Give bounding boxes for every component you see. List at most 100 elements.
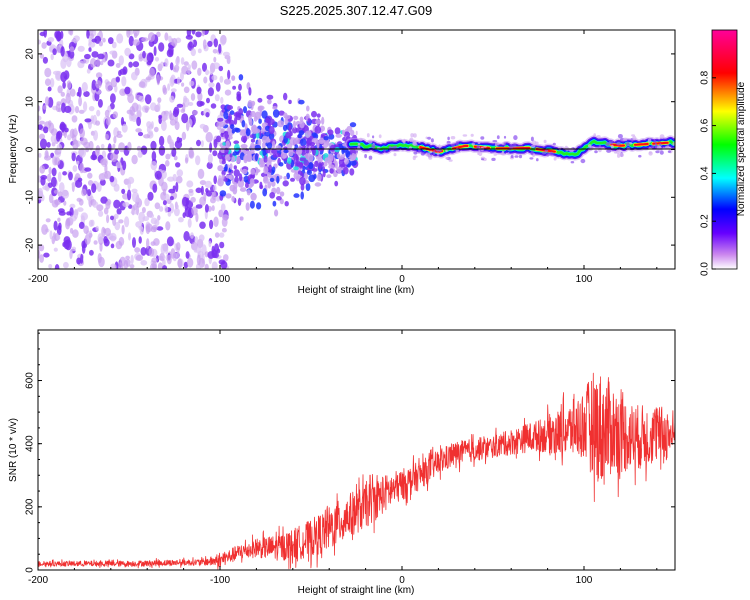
spectrum-noise-blob <box>135 205 139 216</box>
spectrum-speckle <box>632 135 637 141</box>
spectrum-blob <box>314 160 319 167</box>
spectrum-noise-blob <box>129 106 135 116</box>
spectrum-blob <box>271 140 276 149</box>
spectrum-noise-blob <box>174 121 180 131</box>
spectrum-noise-blob <box>107 143 112 153</box>
spectrum-noise-blob <box>97 233 103 244</box>
spectrum-noise-blob <box>65 218 71 230</box>
spectrum-noise-blob <box>50 134 58 144</box>
spectrum-noise-blob <box>169 95 175 103</box>
spectrum-noise-blob <box>218 43 222 54</box>
spectrum-noise-blob <box>145 76 152 81</box>
spectrum-blob <box>329 144 336 152</box>
spectrum-blob <box>217 117 224 122</box>
spectrum-blob <box>249 142 255 151</box>
spectrum-blob <box>257 105 265 111</box>
spectrum-speckle <box>509 145 514 150</box>
spectrum-noise-blob <box>88 106 95 112</box>
spectrum-noise-blob <box>90 219 95 227</box>
spectrum-noise-blob <box>166 254 172 265</box>
spectrum-noise-blob <box>216 248 221 254</box>
spectrum-noise-blob <box>169 76 175 87</box>
spectrum-blob <box>276 196 282 201</box>
spectrum-blob <box>254 153 258 162</box>
spectrum-blob <box>299 120 305 129</box>
spectrum-noise-blob <box>121 224 125 235</box>
snr-y-tick-label: 200 <box>25 498 36 515</box>
spectrum-noise-blob <box>209 142 213 153</box>
spectrum-noise-blob <box>222 51 230 57</box>
spectrum-speckle <box>413 151 418 155</box>
spectrum-speckle <box>569 148 574 153</box>
spectrum-noise-blob <box>94 148 100 156</box>
spectrum-noise-blob <box>144 197 150 207</box>
spectrum-noise-blob <box>190 93 196 101</box>
spectrum-speckle <box>497 142 500 146</box>
spectrum-noise-blob <box>47 37 55 43</box>
spectrum-speckle <box>615 149 621 155</box>
spectrum-noise-blob <box>153 46 157 57</box>
snr-y-tick-label: 400 <box>25 435 36 452</box>
spectrum-noise-blob <box>105 200 111 210</box>
spectrum-blob <box>345 150 351 158</box>
spectrum-noise-blob <box>127 176 135 184</box>
spectrum-blob <box>279 191 285 197</box>
spectrum-speckle <box>552 142 556 146</box>
spectrum-blob <box>272 109 280 118</box>
spectrum-noise-blob <box>129 264 135 269</box>
spectrum-speckle <box>355 130 358 136</box>
spectrum-noise-blob <box>186 180 194 188</box>
spectrum-noise-blob <box>74 106 80 114</box>
spectrum-noise-blob <box>201 30 205 37</box>
spectrum-noise-blob <box>158 135 165 147</box>
spectrum-noise-blob <box>44 150 49 159</box>
spectrum-noise-blob <box>167 83 171 91</box>
spectrogram-marks <box>38 30 675 269</box>
spectrum-blob <box>217 178 225 187</box>
spectrum-noise-blob <box>164 58 169 68</box>
spectrum-noise-blob <box>191 206 198 216</box>
spectrum-speckle <box>368 155 373 160</box>
spectrum-noise-blob <box>58 38 64 49</box>
spectrum-noise-blob <box>140 145 148 155</box>
spectrum-noise-blob <box>176 169 184 177</box>
spectrum-speckle <box>358 137 363 142</box>
spectrogram-y-tick-label: 20 <box>25 48 36 60</box>
spectrum-blob <box>293 115 299 120</box>
spectrum-noise-blob <box>209 219 214 230</box>
spectrum-speckle <box>409 137 414 143</box>
spectrum-blob <box>305 147 310 154</box>
spectrum-noise-blob <box>57 191 63 197</box>
spectrum-noise-blob <box>175 175 183 184</box>
spectrum-noise-blob <box>200 140 204 148</box>
spectrum-noise-blob <box>214 94 220 102</box>
spectrum-noise-blob <box>97 99 103 108</box>
spectrum-noise-blob <box>124 47 131 57</box>
spectrum-noise-blob <box>118 142 126 153</box>
spectrum-blob <box>308 174 316 183</box>
spectrum-blob <box>328 133 335 140</box>
spectrum-noise-blob <box>135 254 144 261</box>
spectrum-noise-blob <box>39 254 44 263</box>
spectrum-noise-blob <box>116 130 122 135</box>
spectrum-noise-blob <box>223 254 229 262</box>
spectrum-blob <box>303 159 310 166</box>
spectrum-blob <box>288 99 292 105</box>
spectrum-noise-blob <box>44 67 52 78</box>
spectrum-noise-blob <box>213 138 218 149</box>
snr-ticks: -200 -100 0 100 0 200 400 600 <box>25 330 675 586</box>
spectrum-blob <box>293 172 300 180</box>
spectrum-noise-blob <box>63 240 70 250</box>
spectrum-noise-blob <box>149 213 155 219</box>
spectrum-blob <box>324 157 331 164</box>
spectrum-blob <box>250 134 254 139</box>
spectrum-blob <box>274 209 279 217</box>
spectrum-noise-blob <box>51 167 57 177</box>
spectrum-noise-blob <box>91 183 97 194</box>
spectrum-noise-blob <box>118 55 125 66</box>
spectrum-noise-blob <box>145 225 151 235</box>
spectrum-speckle <box>492 140 498 143</box>
spectrum-speckle <box>655 150 660 154</box>
